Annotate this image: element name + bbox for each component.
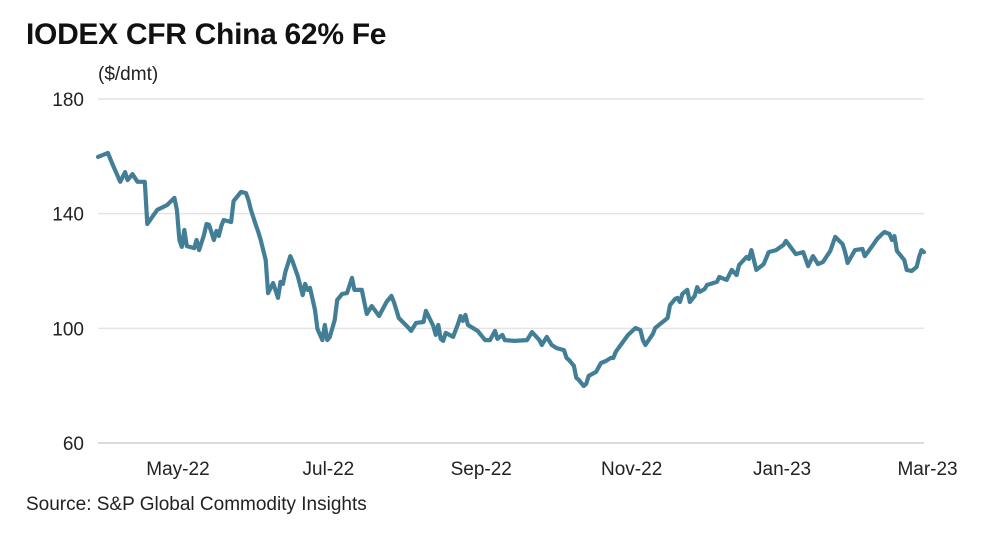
y-tick-label: 60 bbox=[63, 434, 84, 455]
chart-title: IODEX CFR China 62% Fe bbox=[26, 18, 387, 51]
y-tick-label: 100 bbox=[52, 319, 84, 340]
y-tick-label: 180 bbox=[52, 90, 84, 111]
x-tick-label: Jul-22 bbox=[303, 459, 355, 480]
y-tick-label: 140 bbox=[52, 205, 84, 226]
x-tick-label: Nov-22 bbox=[601, 459, 662, 480]
y-axis-unit-label: ($/dmt) bbox=[98, 64, 159, 85]
x-tick-label: Sep-22 bbox=[451, 459, 512, 480]
source-note: Source: S&P Global Commodity Insights bbox=[26, 494, 367, 515]
x-tick-label: Mar-23 bbox=[897, 459, 957, 480]
x-tick-label: May-22 bbox=[146, 459, 209, 480]
x-tick-label: Jan-23 bbox=[753, 459, 811, 480]
price-series-line bbox=[95, 150, 927, 389]
